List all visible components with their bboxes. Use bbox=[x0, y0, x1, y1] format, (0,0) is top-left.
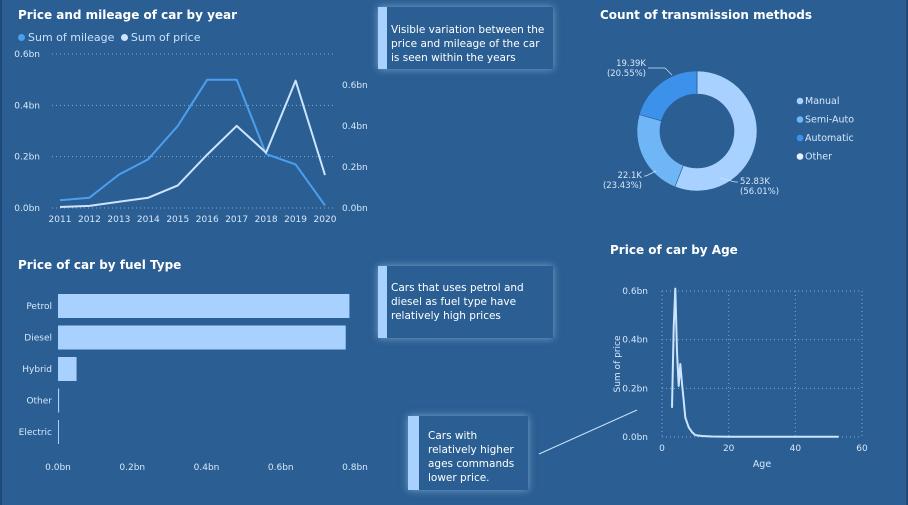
note-age-connector bbox=[538, 409, 638, 455]
y-tick-label: 0.0bn bbox=[622, 433, 648, 443]
y-right-tick-label: 0.6bn bbox=[342, 81, 368, 91]
y-tick-label: 0.2bn bbox=[622, 384, 648, 394]
y-right-tick-label: 0.4bn bbox=[342, 122, 368, 132]
donut-percent-label: (56.01%) bbox=[740, 187, 779, 197]
y-left-tick-label: 0.2bn bbox=[14, 153, 40, 163]
line-chart-title: Price and mileage of car by year bbox=[18, 8, 238, 22]
donut-leader-line bbox=[719, 177, 738, 183]
donut-value-label: 22.1K bbox=[618, 171, 643, 181]
note-fuel-text: Cars that uses petrol and diesel as fuel… bbox=[391, 282, 524, 322]
y-tick-label: 0.4bn bbox=[622, 336, 648, 346]
donut-value-label: 19.39K bbox=[616, 59, 646, 69]
y-left-tick-label: 0.0bn bbox=[14, 204, 40, 214]
bar-chart[interactable]: Petrol Diesel Hybrid Other Electric 0.0bn 0.2b… bbox=[0, 280, 380, 480]
donut-leader-line bbox=[648, 67, 673, 76]
frame-left-edge bbox=[0, 0, 2, 505]
legend-marker bbox=[796, 134, 804, 142]
note-accent-bar bbox=[378, 7, 387, 69]
x-tick-label: 40 bbox=[790, 444, 802, 454]
donut-percent-label: (20.55%) bbox=[607, 69, 646, 79]
x-tick-label: 0.0bn bbox=[45, 463, 71, 473]
x-tick-label: 2020 bbox=[314, 215, 337, 225]
bar-category-label: Hybrid bbox=[22, 365, 52, 375]
note-age: Cars with relatively higher ages command… bbox=[408, 416, 528, 490]
note-accent-bar bbox=[378, 266, 387, 338]
donut-slice-automatic bbox=[638, 70, 698, 122]
note-fuel: Cars that uses petrol and diesel as fuel… bbox=[378, 266, 553, 338]
x-tick-label: 0.8bn bbox=[342, 463, 368, 473]
x-axis-title: Age bbox=[753, 459, 772, 470]
x-tick-label: 2019 bbox=[284, 215, 307, 225]
x-tick-label: 2014 bbox=[137, 215, 160, 225]
x-tick-label: 0.6bn bbox=[268, 463, 294, 473]
x-tick-label: 20 bbox=[723, 444, 735, 454]
legend-mileage-label: Sum of mileage bbox=[28, 31, 115, 44]
line-chart-legend: Sum of mileage Sum of price bbox=[18, 31, 201, 44]
legend-label-automatic: Automatic bbox=[805, 133, 854, 144]
bar-hybrid bbox=[58, 357, 77, 381]
x-tick-label: 0.4bn bbox=[194, 463, 220, 473]
donut-chart[interactable]: 52.83K(56.01%) 22.1K(23.43%) 19.39K(20.55%… bbox=[590, 30, 908, 220]
y-right-tick-label: 0.2bn bbox=[342, 163, 368, 173]
x-tick-label: 2011 bbox=[49, 215, 72, 225]
legend-label-other: Other bbox=[805, 152, 832, 163]
y-left-tick-label: 0.4bn bbox=[14, 101, 40, 111]
bar-electric bbox=[58, 420, 59, 444]
x-tick-label: 2017 bbox=[225, 215, 248, 225]
note-age-text: Cars with relatively higher ages command… bbox=[428, 430, 515, 484]
x-tick-label: 2013 bbox=[107, 215, 130, 225]
bar-category-label: Electric bbox=[19, 428, 52, 438]
note-year: Visible variation between the price and … bbox=[378, 7, 553, 69]
donut-value-label: 52.83K bbox=[740, 177, 770, 187]
y-axis-title: Sum of price bbox=[613, 335, 623, 392]
legend-price[interactable]: Sum of price bbox=[120, 31, 201, 44]
line-chart[interactable]: 0.0bn 0.2bn 0.4bn 0.6bn 0.0bn 0.2bn 0.4bn 0.6bn… bbox=[0, 44, 380, 228]
age-chart-title: Price of car by Age bbox=[610, 243, 738, 257]
frame-right-edge bbox=[906, 0, 908, 505]
age-chart[interactable]: 0.0bn 0.2bn 0.4bn 0.6bn 0 20 40 60 Age Sum of pri… bbox=[600, 265, 900, 470]
donut-slice-semi-auto bbox=[636, 114, 684, 188]
x-tick-label: 2018 bbox=[255, 215, 278, 225]
legend-label-manual: Manual bbox=[805, 96, 840, 107]
bar-category-label: Diesel bbox=[24, 334, 52, 344]
x-tick-label: 2012 bbox=[78, 215, 101, 225]
bar-category-label: Petrol bbox=[26, 302, 52, 312]
legend-label-semi-auto: Semi-Auto bbox=[805, 115, 854, 126]
bar-chart-title: Price of car by fuel Type bbox=[18, 258, 182, 272]
x-tick-label: 2015 bbox=[166, 215, 189, 225]
y-left-tick-label: 0.6bn bbox=[14, 50, 40, 60]
price-line bbox=[59, 79, 326, 208]
age-price-line bbox=[671, 287, 839, 438]
x-tick-label: 0.2bn bbox=[119, 463, 145, 473]
donut-leader-line bbox=[644, 170, 657, 177]
y-tick-label: 0.6bn bbox=[622, 287, 648, 297]
legend-marker bbox=[796, 153, 804, 160]
mileage-line bbox=[59, 78, 326, 206]
note-year-text: Visible variation between the price and … bbox=[391, 24, 545, 64]
legend-price-label: Sum of price bbox=[130, 31, 201, 44]
bar-diesel bbox=[58, 325, 346, 350]
legend-marker bbox=[796, 97, 804, 105]
note-accent-bar bbox=[408, 416, 419, 490]
bar-category-label: Other bbox=[26, 397, 52, 407]
x-tick-label: 2016 bbox=[196, 215, 219, 225]
x-tick-label: 60 bbox=[856, 444, 868, 454]
donut-slice-manual bbox=[674, 70, 758, 192]
legend-mileage[interactable]: Sum of mileage bbox=[18, 31, 114, 44]
y-right-tick-label: 0.0bn bbox=[342, 204, 368, 214]
x-tick-label: 0 bbox=[659, 444, 665, 454]
bar-petrol bbox=[58, 294, 350, 318]
donut-chart-title: Count of transmission methods bbox=[600, 8, 813, 22]
legend-marker bbox=[796, 116, 804, 123]
donut-percent-label: (23.43%) bbox=[603, 181, 642, 191]
bar-other bbox=[58, 388, 60, 413]
